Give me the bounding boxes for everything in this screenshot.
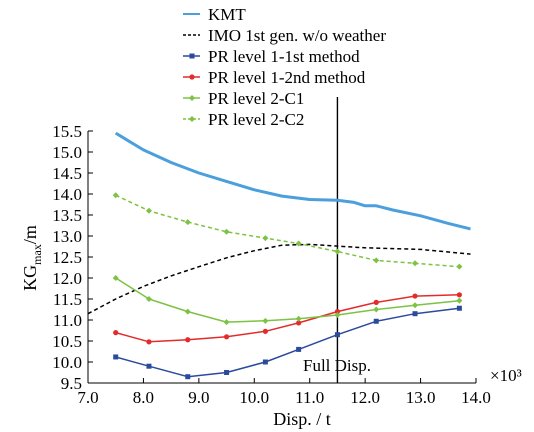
x-tick-label: 10.0 bbox=[239, 388, 269, 407]
y-tick-label: 14.0 bbox=[52, 185, 82, 204]
legend: KMT IMO 1st gen. w/o weather PR level 1-1s… bbox=[183, 5, 386, 129]
data-point-pr-level-1-2nd-method bbox=[456, 292, 462, 298]
legend-label-pr-level-2-c2: PR level 2-C2 bbox=[208, 110, 304, 129]
data-point-pr-level-1-2nd-method bbox=[262, 328, 268, 334]
y-tick-label: 11.5 bbox=[53, 290, 82, 309]
data-point-pr-level-1-2nd-method bbox=[412, 293, 418, 299]
data-point-pr-level-1-1st-method bbox=[456, 305, 462, 311]
plot-area bbox=[87, 97, 471, 383]
data-point-pr-level-1-2nd-method bbox=[113, 330, 119, 336]
data-point-pr-level-1-2nd-method bbox=[185, 337, 191, 343]
data-point-pr-level-1-1st-method bbox=[334, 332, 340, 338]
data-point-pr-level-2-c2 bbox=[112, 192, 119, 199]
data-point-pr-level-1-2nd-method bbox=[223, 334, 230, 340]
full-disp-label: Full Disp. bbox=[303, 356, 371, 375]
y-tick-label: 11.0 bbox=[53, 311, 82, 330]
y-tick-label: 9.5 bbox=[61, 374, 82, 393]
data-point-pr-level-2-c1 bbox=[184, 308, 191, 315]
data-point-pr-level-1-2nd-method bbox=[146, 339, 152, 345]
data-point-pr-level-2-c2 bbox=[295, 240, 302, 247]
data-point-pr-level-2-c1 bbox=[456, 297, 463, 304]
legend-marker-pr-level-1-2nd-method bbox=[189, 74, 195, 80]
data-point-pr-level-2-c1 bbox=[295, 315, 302, 322]
data-point-pr-level-1-1st-method bbox=[262, 359, 268, 365]
legend-label-pr-level-1-2nd-method: PR level 1-2nd method bbox=[208, 68, 366, 87]
data-point-pr-level-2-c2 bbox=[334, 248, 341, 255]
x-tick-label: 14.0 bbox=[461, 388, 491, 407]
legend-label-imo-1st-gen-w-o-weather: IMO 1st gen. w/o weather bbox=[208, 26, 386, 45]
y-tick-label: 10.5 bbox=[52, 332, 82, 351]
data-point-pr-level-2-c2 bbox=[373, 257, 380, 264]
y-axis-title: KGmax/m bbox=[20, 225, 44, 291]
legend-label-pr-level-2-c1: PR level 2-C1 bbox=[208, 89, 304, 108]
y-tick-label: 15.5 bbox=[52, 122, 82, 141]
data-point-pr-level-2-c2 bbox=[456, 263, 463, 270]
data-point-pr-level-2-c1 bbox=[412, 302, 419, 309]
series-line-kmt bbox=[114, 131, 471, 231]
data-point-pr-level-2-c1 bbox=[112, 275, 119, 281]
data-point-pr-level-1-2nd-method bbox=[334, 309, 341, 315]
y-tick-label: 15.0 bbox=[52, 143, 82, 162]
y-tick-label: 10.0 bbox=[52, 353, 82, 372]
x-axis-title: Disp. / t bbox=[273, 409, 331, 429]
data-point-pr-level-1-1st-method bbox=[296, 346, 302, 352]
data-point-pr-level-2-c2 bbox=[184, 219, 191, 226]
data-point-pr-level-2-c1 bbox=[145, 296, 152, 302]
data-point-pr-level-2-c1 bbox=[262, 317, 269, 324]
data-point-pr-level-1-1st-method bbox=[146, 363, 152, 369]
y-tick-label: 12.5 bbox=[52, 248, 82, 267]
legend-marker-pr-level-2-c1 bbox=[189, 95, 195, 101]
x-tick-label: 13.0 bbox=[406, 388, 436, 407]
series-line-pr-level-1-1st-method bbox=[115, 307, 460, 378]
data-point-pr-level-2-c2 bbox=[223, 228, 230, 235]
data-point-pr-level-1-2nd-method bbox=[296, 320, 302, 326]
x-tick-label: 7.0 bbox=[77, 388, 98, 407]
data-point-pr-level-1-1st-method bbox=[412, 311, 418, 317]
data-point-pr-level-2-c1 bbox=[223, 319, 230, 326]
data-point-pr-level-1-1st-method bbox=[185, 374, 191, 380]
data-point-pr-level-2-c2 bbox=[145, 207, 152, 214]
x-tick-label: 12.0 bbox=[350, 388, 380, 407]
y-tick-label: 12.0 bbox=[52, 269, 82, 288]
y-tick-label: 14.5 bbox=[52, 164, 82, 183]
series-line-pr-level-1-2nd-method bbox=[115, 294, 460, 343]
series-line-imo-1st-gen-w-o-weather bbox=[87, 243, 471, 315]
axes: 9.5 10.0 10.5 11.0 11.5 12.0 12.5 13.0 13.5 14.0 1… bbox=[20, 122, 522, 429]
y-tick-label: 13.5 bbox=[52, 206, 82, 225]
series-line-pr-level-2-c2 bbox=[115, 194, 460, 268]
data-point-pr-level-2-c1 bbox=[334, 311, 341, 318]
x-tick-label: 11.0 bbox=[295, 388, 324, 407]
legend-marker-pr-level-1-1st-method bbox=[189, 53, 195, 59]
data-point-pr-level-2-c1 bbox=[373, 306, 380, 313]
data-point-pr-level-1-2nd-method bbox=[373, 299, 379, 305]
legend-marker-pr-level-2-c2 bbox=[189, 116, 195, 122]
legend-label-pr-level-1-1st-method: PR level 1-1st method bbox=[208, 47, 360, 66]
series-line-pr-level-2-c1 bbox=[115, 277, 460, 323]
legend-label-kmt: KMT bbox=[208, 5, 246, 24]
x-multiplier: ×10³ bbox=[490, 366, 522, 385]
x-tick-label: 8.0 bbox=[133, 388, 154, 407]
data-point-pr-level-2-c2 bbox=[412, 260, 419, 267]
data-point-pr-level-1-1st-method bbox=[224, 370, 230, 375]
data-point-pr-level-1-1st-method bbox=[373, 318, 379, 324]
data-point-pr-level-2-c2 bbox=[262, 235, 269, 242]
x-tick-label: 9.0 bbox=[188, 388, 209, 407]
data-point-pr-level-1-1st-method bbox=[113, 354, 119, 360]
y-tick-label: 13.0 bbox=[52, 227, 82, 246]
